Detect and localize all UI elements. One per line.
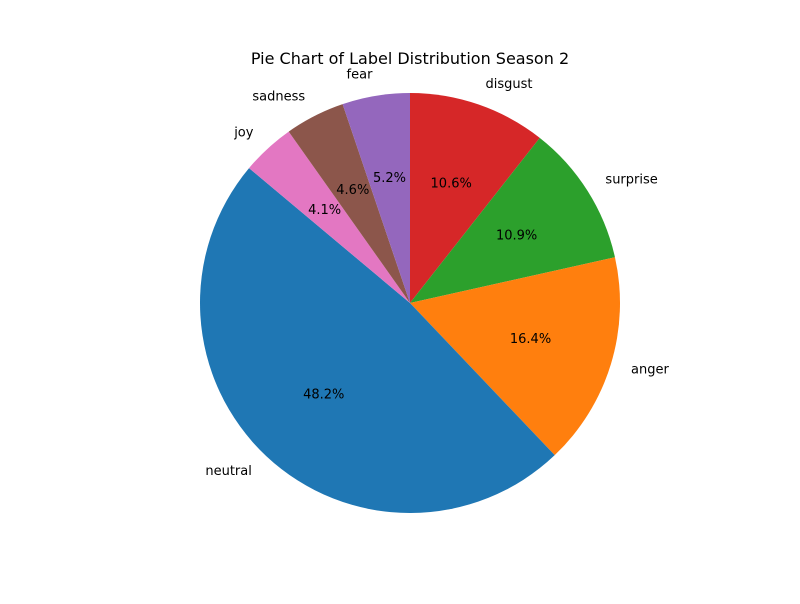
pie-slices [199,93,620,514]
slice-pct-anger: 16.4% [510,332,551,347]
pie-slice-anger [410,257,620,456]
slice-pct-sadness: 4.6% [336,183,369,198]
slice-label-neutral: neutral [205,464,252,479]
chart-title: Pie Chart of Label Distribution Season 2 [251,49,569,68]
slice-pct-disgust: 10.6% [431,176,472,191]
slice-pct-surprise: 10.9% [496,228,537,243]
pie-slice-fear [342,93,410,303]
slice-label-surprise: surprise [605,172,657,187]
slice-pct-joy: 4.1% [308,203,341,218]
slice-label-fear: fear [347,68,374,83]
slice-label-joy: joy [233,126,254,141]
pie-labels: disgust 10.6% surprise 10.9% anger 16.4% neutr… [205,68,669,479]
slice-pct-fear: 5.2% [373,171,406,186]
pie-slice-neutral [199,168,555,514]
slice-pct-neutral: 48.2% [303,387,344,402]
pie-slice-joy [249,131,410,303]
slice-label-sadness: sadness [252,90,305,105]
slice-label-anger: anger [631,363,669,378]
pie-slice-sadness [288,104,410,303]
pie-slice-surprise [410,137,615,303]
slice-label-disgust: disgust [486,77,533,92]
pie-slice-disgust [410,93,540,303]
